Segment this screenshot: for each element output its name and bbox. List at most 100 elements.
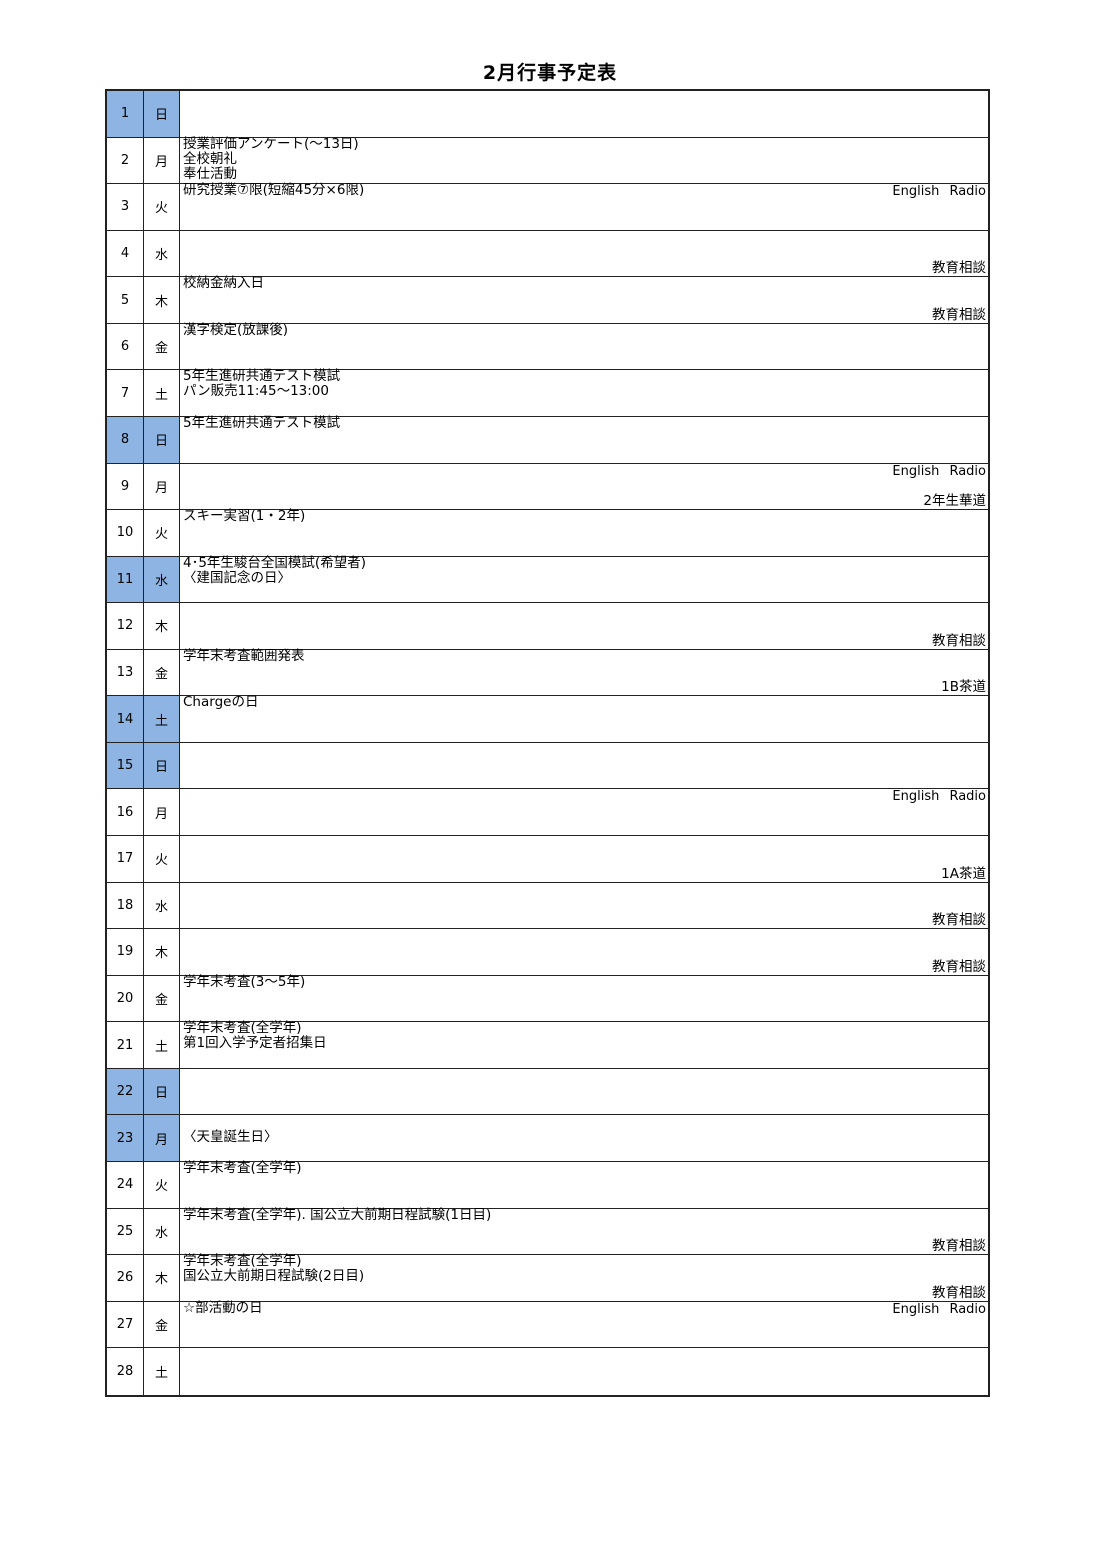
table-row: 12 木教育相談 (107, 603, 988, 650)
events-cell: 授業評価アンケート(～13日) 全校朝礼 奉仕活動 (180, 136, 988, 184)
day-number-cell: 17 (107, 836, 144, 882)
table-row: 4 水教育相談 (107, 230, 988, 278)
weekday-cell: 土 (144, 1348, 180, 1395)
events-cell: 1A茶道 (180, 836, 988, 882)
events-cell: 5年生進研共通テスト模試 (180, 415, 988, 463)
right-bottom-note: 教育相談 (932, 958, 986, 975)
events-cell: 5年生進研共通テスト模試 パン販売11:45～13:00 (180, 369, 988, 416)
schedule-table: 1 日 2 月授業評価アンケート(～13日) 全校朝礼 奉仕活動 3 火研究授業⑦限(短縮45… (105, 89, 990, 1397)
table-row: 22 日 (107, 1068, 988, 1116)
right-bottom-note: 教育相談 (932, 1284, 986, 1301)
events-cell: 研究授業⑦限(短縮45分×6限) English Radio (180, 182, 988, 230)
event-list: 学年末考査(全学年) 国公立大前期日程試験(2日目) (183, 1254, 364, 1284)
day-number-cell: 26 (107, 1255, 144, 1301)
day-number-cell: 18 (107, 882, 144, 929)
weekday-cell: 水 (144, 230, 180, 277)
event-item: スキー実習(1・2年) (183, 508, 306, 525)
right-bottom-note: 2年生華道 (923, 493, 986, 510)
right-bottom-note: 教育相談 (932, 260, 986, 277)
event-list: 5年生進研共通テスト模試 (183, 415, 340, 431)
weekday-cell: 火 (144, 184, 180, 230)
event-item: 学年末考査(全学年). 国公立大前期日程試験(1日目) (183, 1206, 492, 1223)
right-bottom-note: 1B茶道 (941, 679, 986, 696)
day-number-cell: 25 (107, 1208, 144, 1255)
weekday-cell: 土 (144, 1022, 180, 1068)
day-number-cell: 1 (107, 91, 144, 137)
weekday-cell: 水 (144, 556, 180, 603)
weekday-cell: 日 (144, 91, 180, 137)
event-item: 5年生進研共通テスト模試 (183, 368, 341, 385)
event-item: パン販売11:45～13:00 (183, 383, 329, 400)
weekday-cell: 月 (144, 463, 180, 510)
table-row: 15 日 (107, 742, 988, 790)
weekday-cell: 火 (144, 836, 180, 882)
table-row: 25 水学年末考査(全学年). 国公立大前期日程試験(1日目) 教育相談 (107, 1206, 988, 1256)
weekday-cell: 月 (144, 789, 180, 835)
event-item: 校納金納入日 (183, 275, 264, 292)
events-cell: 漢字検定(放課後) (180, 322, 988, 370)
right-bottom-note: 教育相談 (932, 306, 986, 323)
event-item: 研究授業⑦限(短縮45分×6限) (183, 182, 365, 199)
events-cell: 学年末考査(全学年) 国公立大前期日程試験(2日目) 教育相談 (180, 1254, 988, 1301)
weekday-cell: 金 (144, 323, 180, 370)
day-number-cell: 10 (107, 510, 144, 556)
table-row: 9 月 English Radio 2年生華道 (107, 463, 988, 511)
event-list: 校納金納入日 (183, 276, 264, 291)
right-bottom-note: 1A茶道 (941, 865, 986, 882)
table-row: 3 火研究授業⑦限(短縮45分×6限) English Radio (107, 182, 988, 231)
day-number-cell: 4 (107, 230, 144, 277)
event-list: 授業評価アンケート(～13日) 全校朝礼 奉仕活動 (183, 136, 359, 182)
events-cell: 校納金納入日教育相談 (180, 276, 988, 323)
day-number-cell: 5 (107, 277, 144, 323)
weekday-cell: 木 (144, 1255, 180, 1301)
day-number-cell: 19 (107, 929, 144, 975)
table-row: 14 土 Chargeの日 (107, 695, 988, 743)
table-row: 16 月 English Radio (107, 789, 988, 836)
table-row: 24 火学年末考査(全学年) (107, 1160, 988, 1209)
event-list: 学年末考査(全学年) (183, 1160, 302, 1176)
events-cell: 学年末考査(全学年). 国公立大前期日程試験(1日目) 教育相談 (180, 1206, 988, 1255)
table-row: 10 火スキー実習(1・2年) (107, 508, 988, 557)
table-row: 7 土 5年生進研共通テスト模試 パン販売11:45～13:00 (107, 369, 988, 417)
weekday-cell: 火 (144, 510, 180, 556)
events-cell: 学年末考査(3～5年) (180, 974, 988, 1022)
weekday-cell: 月 (144, 137, 180, 184)
event-item: 〈建国記念の日〉 (183, 569, 291, 586)
day-number-cell: 9 (107, 463, 144, 510)
day-number-cell: 28 (107, 1348, 144, 1395)
event-item: 第1回入学予定者招集日 (183, 1035, 327, 1052)
right-top-note: English Radio (892, 463, 986, 479)
right-top-note: English Radio (892, 1301, 986, 1317)
table-row: 27 金 ☆部活動の日 English Radio (107, 1300, 988, 1349)
weekday-cell: 金 (144, 649, 180, 696)
table-row: 23 月〈天皇誕生日〉 (107, 1115, 988, 1162)
event-item: 学年末考査(全学年) (183, 1253, 302, 1270)
event-item: 〈天皇誕生日〉 (183, 1129, 278, 1146)
table-row: 6 金漢字検定(放課後) (107, 322, 988, 371)
events-cell: English Radio 2年生華道 (180, 464, 988, 510)
events-cell: Chargeの日 (180, 695, 988, 742)
event-list: 〈天皇誕生日〉 (183, 1130, 278, 1145)
event-item: 国公立大前期日程試験(2日目) (183, 1268, 365, 1285)
weekday-cell: 月 (144, 1115, 180, 1161)
table-row: 18 水教育相談 (107, 882, 988, 930)
events-cell: English Radio (180, 789, 988, 835)
weekday-cell: 土 (144, 696, 180, 742)
day-number-cell: 27 (107, 1301, 144, 1348)
weekday-cell: 水 (144, 1208, 180, 1255)
table-row: 28 土 (107, 1348, 988, 1395)
day-number-cell: 16 (107, 789, 144, 835)
event-item: 学年末考査範囲発表 (183, 647, 305, 664)
right-top-note: English Radio (892, 184, 986, 200)
events-cell: 〈天皇誕生日〉 (180, 1115, 988, 1161)
right-bottom-note: 教育相談 (932, 912, 986, 929)
events-cell (180, 1069, 988, 1115)
event-list: 5年生進研共通テスト模試 パン販売11:45～13:00 (183, 369, 340, 399)
table-row: 26 木学年末考査(全学年) 国公立大前期日程試験(2日目) 教育相談 (107, 1254, 988, 1302)
right-bottom-note: 教育相談 (932, 632, 986, 649)
day-number-cell: 7 (107, 370, 144, 416)
events-cell: スキー実習(1・2年) (180, 508, 988, 556)
day-number-cell: 22 (107, 1068, 144, 1115)
day-number-cell: 21 (107, 1022, 144, 1068)
day-number-cell: 2 (107, 137, 144, 184)
